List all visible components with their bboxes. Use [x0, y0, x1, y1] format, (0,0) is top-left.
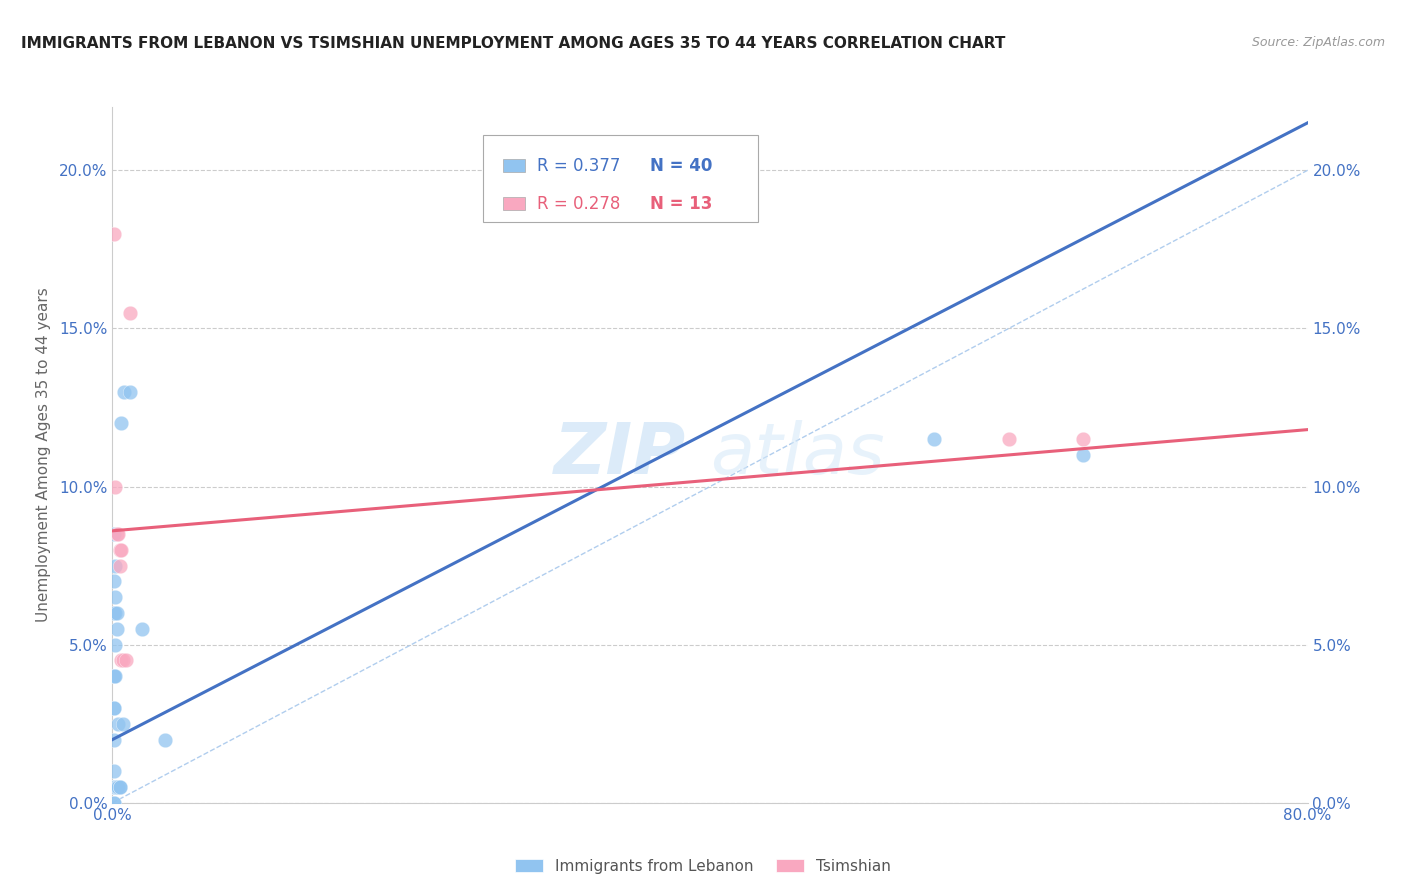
Point: [103, 780, 125, 794]
Point: [131, 622, 153, 636]
Point: [104, 479, 127, 493]
Point: [103, 764, 125, 779]
Point: [107, 527, 129, 541]
Point: [998, 432, 1021, 446]
Point: [108, 780, 131, 794]
Point: [103, 780, 125, 794]
Text: IMMIGRANTS FROM LEBANON VS TSIMSHIAN UNEMPLOYMENT AMONG AGES 35 TO 44 YEARS CORR: IMMIGRANTS FROM LEBANON VS TSIMSHIAN UNE…: [21, 36, 1005, 51]
Point: [120, 305, 142, 319]
Point: [114, 384, 135, 399]
Point: [104, 780, 127, 794]
Point: [104, 606, 127, 620]
Point: [104, 638, 127, 652]
Point: [108, 558, 131, 573]
Point: [104, 669, 127, 683]
Point: [111, 653, 134, 667]
Text: ZIP: ZIP: [554, 420, 686, 490]
Point: [153, 732, 176, 747]
Point: [103, 669, 125, 683]
Text: R = 0.377: R = 0.377: [537, 157, 620, 176]
Point: [104, 591, 127, 605]
Text: Source: ZipAtlas.com: Source: ZipAtlas.com: [1251, 36, 1385, 49]
Point: [115, 653, 138, 667]
Point: [110, 417, 132, 431]
Point: [103, 227, 125, 241]
Point: [111, 716, 134, 731]
Point: [108, 542, 131, 557]
Point: [104, 780, 127, 794]
Point: [103, 732, 125, 747]
Point: [104, 558, 127, 573]
Point: [105, 606, 128, 620]
Point: [107, 716, 129, 731]
FancyBboxPatch shape: [484, 135, 758, 222]
Text: N = 40: N = 40: [651, 157, 713, 176]
Point: [103, 796, 125, 810]
Point: [1073, 448, 1095, 462]
Legend: Immigrants from Lebanon, Tsimshian: Immigrants from Lebanon, Tsimshian: [509, 853, 897, 880]
Point: [110, 653, 132, 667]
FancyBboxPatch shape: [503, 197, 524, 210]
Point: [105, 527, 128, 541]
Point: [104, 780, 127, 794]
Point: [103, 527, 125, 541]
Point: [922, 432, 945, 446]
Point: [105, 622, 128, 636]
Point: [107, 780, 129, 794]
Text: R = 0.278: R = 0.278: [537, 195, 620, 213]
Point: [103, 574, 125, 589]
Point: [103, 701, 125, 715]
Point: [110, 542, 132, 557]
Point: [103, 701, 125, 715]
Point: [103, 780, 125, 794]
Point: [105, 780, 128, 794]
Text: atlas: atlas: [710, 420, 884, 490]
Point: [101, 780, 124, 794]
Point: [105, 780, 128, 794]
Point: [120, 384, 142, 399]
Point: [103, 606, 125, 620]
Point: [103, 796, 125, 810]
Text: N = 13: N = 13: [651, 195, 713, 213]
Point: [103, 669, 125, 683]
Point: [103, 780, 125, 794]
Point: [108, 780, 131, 794]
Point: [1073, 432, 1095, 446]
FancyBboxPatch shape: [503, 160, 524, 172]
Y-axis label: Unemployment Among Ages 35 to 44 years: Unemployment Among Ages 35 to 44 years: [37, 287, 51, 623]
